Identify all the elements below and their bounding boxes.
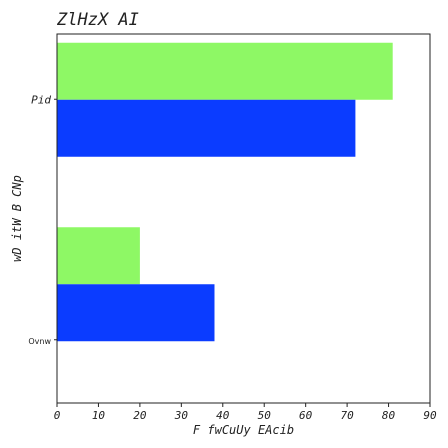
x-axis-ticks: 0 10 20 30 40 50 60 70 80 90 — [54, 403, 437, 422]
x-tick-label-50: 50 — [258, 409, 272, 422]
category-labels: Pid Ovnw — [28, 93, 57, 346]
bar-ovnw-series-2 — [57, 284, 214, 341]
bar-ovnw-series-1 — [57, 227, 140, 284]
x-tick-label-30: 30 — [174, 409, 189, 422]
chart-title: ZlHzX AI — [56, 10, 139, 30]
x-tick-label-80: 80 — [382, 409, 396, 422]
x-tick-label-90: 90 — [423, 409, 437, 422]
category-label-ovnw: Ovnw — [28, 337, 51, 346]
bars-group — [57, 43, 393, 342]
x-tick-label-60: 60 — [299, 409, 313, 422]
x-tick-label-70: 70 — [340, 409, 354, 422]
category-label-pid: Pid — [31, 93, 51, 106]
x-tick-label-0: 0 — [54, 409, 61, 422]
y-axis-label: wD itW B CNp — [10, 175, 24, 262]
x-tick-label-10: 10 — [92, 409, 106, 422]
bar-pid-series-2 — [57, 100, 355, 157]
x-tick-label-40: 40 — [216, 409, 230, 422]
x-tick-label-20: 20 — [133, 409, 147, 422]
x-axis-label: F fwCuUy EAcib — [193, 423, 294, 437]
bar-pid-series-1 — [57, 43, 393, 100]
